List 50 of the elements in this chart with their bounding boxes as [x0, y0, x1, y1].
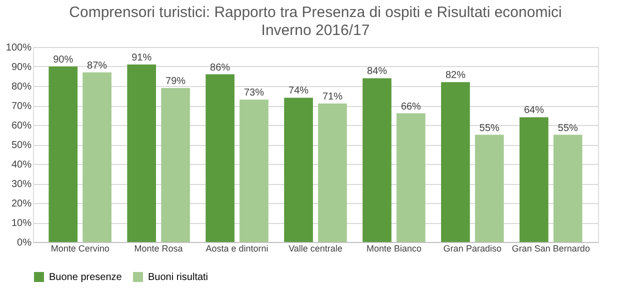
- data-label: 55%: [479, 122, 500, 134]
- x-tick-label: Aosta e dintorni: [206, 244, 268, 254]
- chart-subtitle: Inverno 2016/17: [261, 22, 370, 39]
- x-tick-label: Valle centrale: [288, 244, 342, 254]
- data-label: 82%: [445, 70, 466, 82]
- data-label: 84%: [366, 66, 388, 78]
- bar: [82, 72, 112, 242]
- x-tick-label: Monte Bianco: [366, 244, 422, 254]
- data-label: 64%: [524, 105, 544, 116]
- bar: [396, 113, 426, 242]
- chart-title: Comprensori turistici: Rapporto tra Presenza di ospiti e Risultati economici: [69, 4, 562, 21]
- y-tick-label: 80%: [11, 82, 32, 92]
- bar: [362, 78, 392, 242]
- data-label: 73%: [244, 88, 264, 99]
- data-label: 71%: [322, 92, 343, 103]
- data-label: 86%: [210, 62, 230, 74]
- x-tick-label: Monte Cervino: [50, 244, 110, 254]
- data-label: 74%: [288, 86, 309, 97]
- x-tick-label: Monte Rosa: [134, 244, 183, 254]
- legend-label: Buone presenze: [49, 272, 122, 283]
- y-tick-label: 40%: [11, 160, 32, 170]
- bar: [48, 66, 78, 242]
- y-tick-label: 100%: [6, 42, 32, 54]
- bar: [161, 88, 190, 242]
- data-label: 90%: [53, 54, 74, 66]
- data-label: 66%: [400, 101, 422, 112]
- y-tick-label: 30%: [11, 179, 32, 190]
- bar: [441, 82, 470, 242]
- y-tick-label: 10%: [11, 218, 32, 229]
- y-tick-label: 90%: [11, 62, 32, 73]
- legend-label: Buoni risultati: [148, 272, 208, 283]
- data-label: 91%: [132, 52, 152, 64]
- data-label: 87%: [87, 60, 108, 72]
- bar: [206, 74, 234, 242]
- data-label: 55%: [558, 122, 578, 134]
- x-tick-label: Gran Paradiso: [443, 244, 502, 254]
- y-tick-label: 70%: [11, 101, 32, 112]
- bar: [474, 134, 504, 242]
- y-tick-label: 60%: [11, 120, 32, 132]
- bar: [553, 134, 582, 242]
- bar: [284, 98, 313, 242]
- x-tick-label: Gran San Bernardo: [512, 244, 590, 254]
- bar: [127, 64, 156, 242]
- bar: [520, 117, 548, 242]
- data-label: 79%: [166, 76, 186, 87]
- y-tick-label: 0%: [17, 238, 32, 248]
- y-tick-label: 20%: [11, 198, 32, 210]
- bar: [318, 104, 347, 242]
- y-tick-label: 50%: [11, 140, 32, 151]
- bar: [240, 100, 268, 242]
